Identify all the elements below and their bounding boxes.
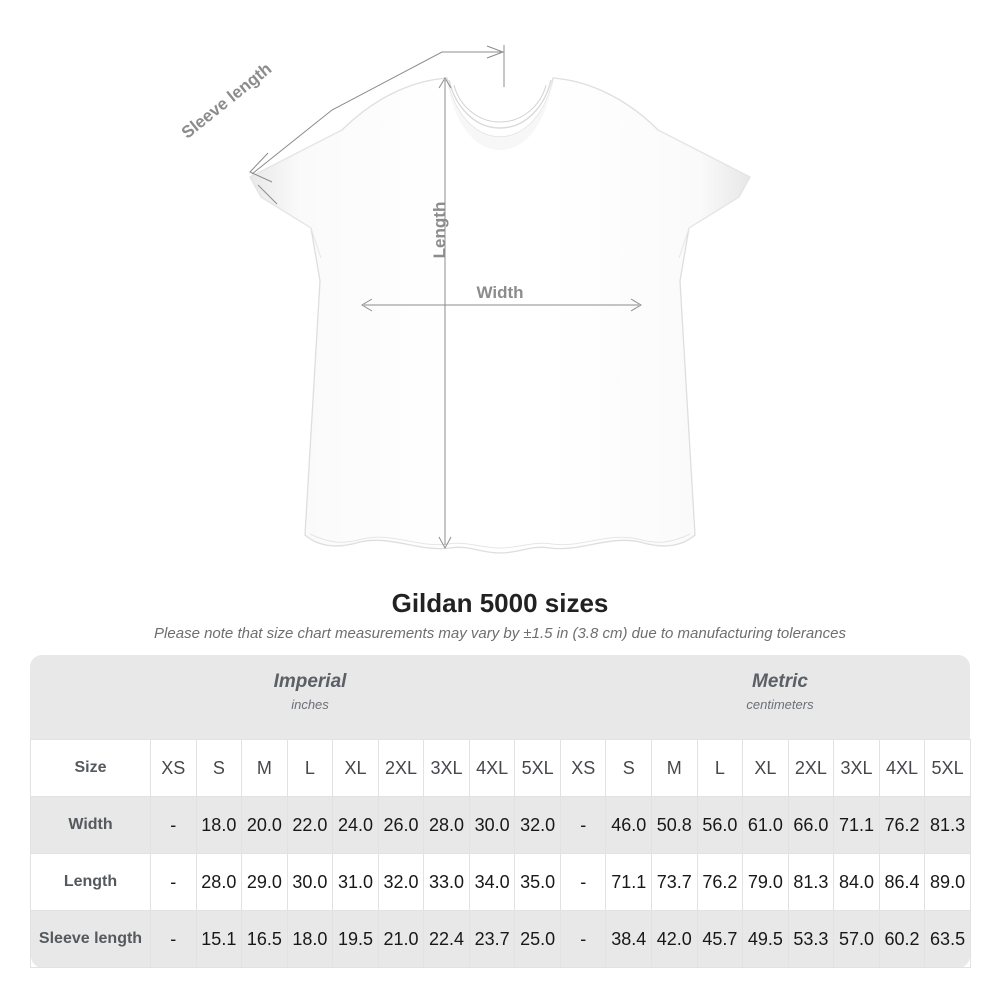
svg-text:Width: Width	[476, 283, 523, 302]
svg-text:Sleeve length: Sleeve length	[178, 59, 275, 142]
svg-text:Length: Length	[430, 202, 449, 259]
